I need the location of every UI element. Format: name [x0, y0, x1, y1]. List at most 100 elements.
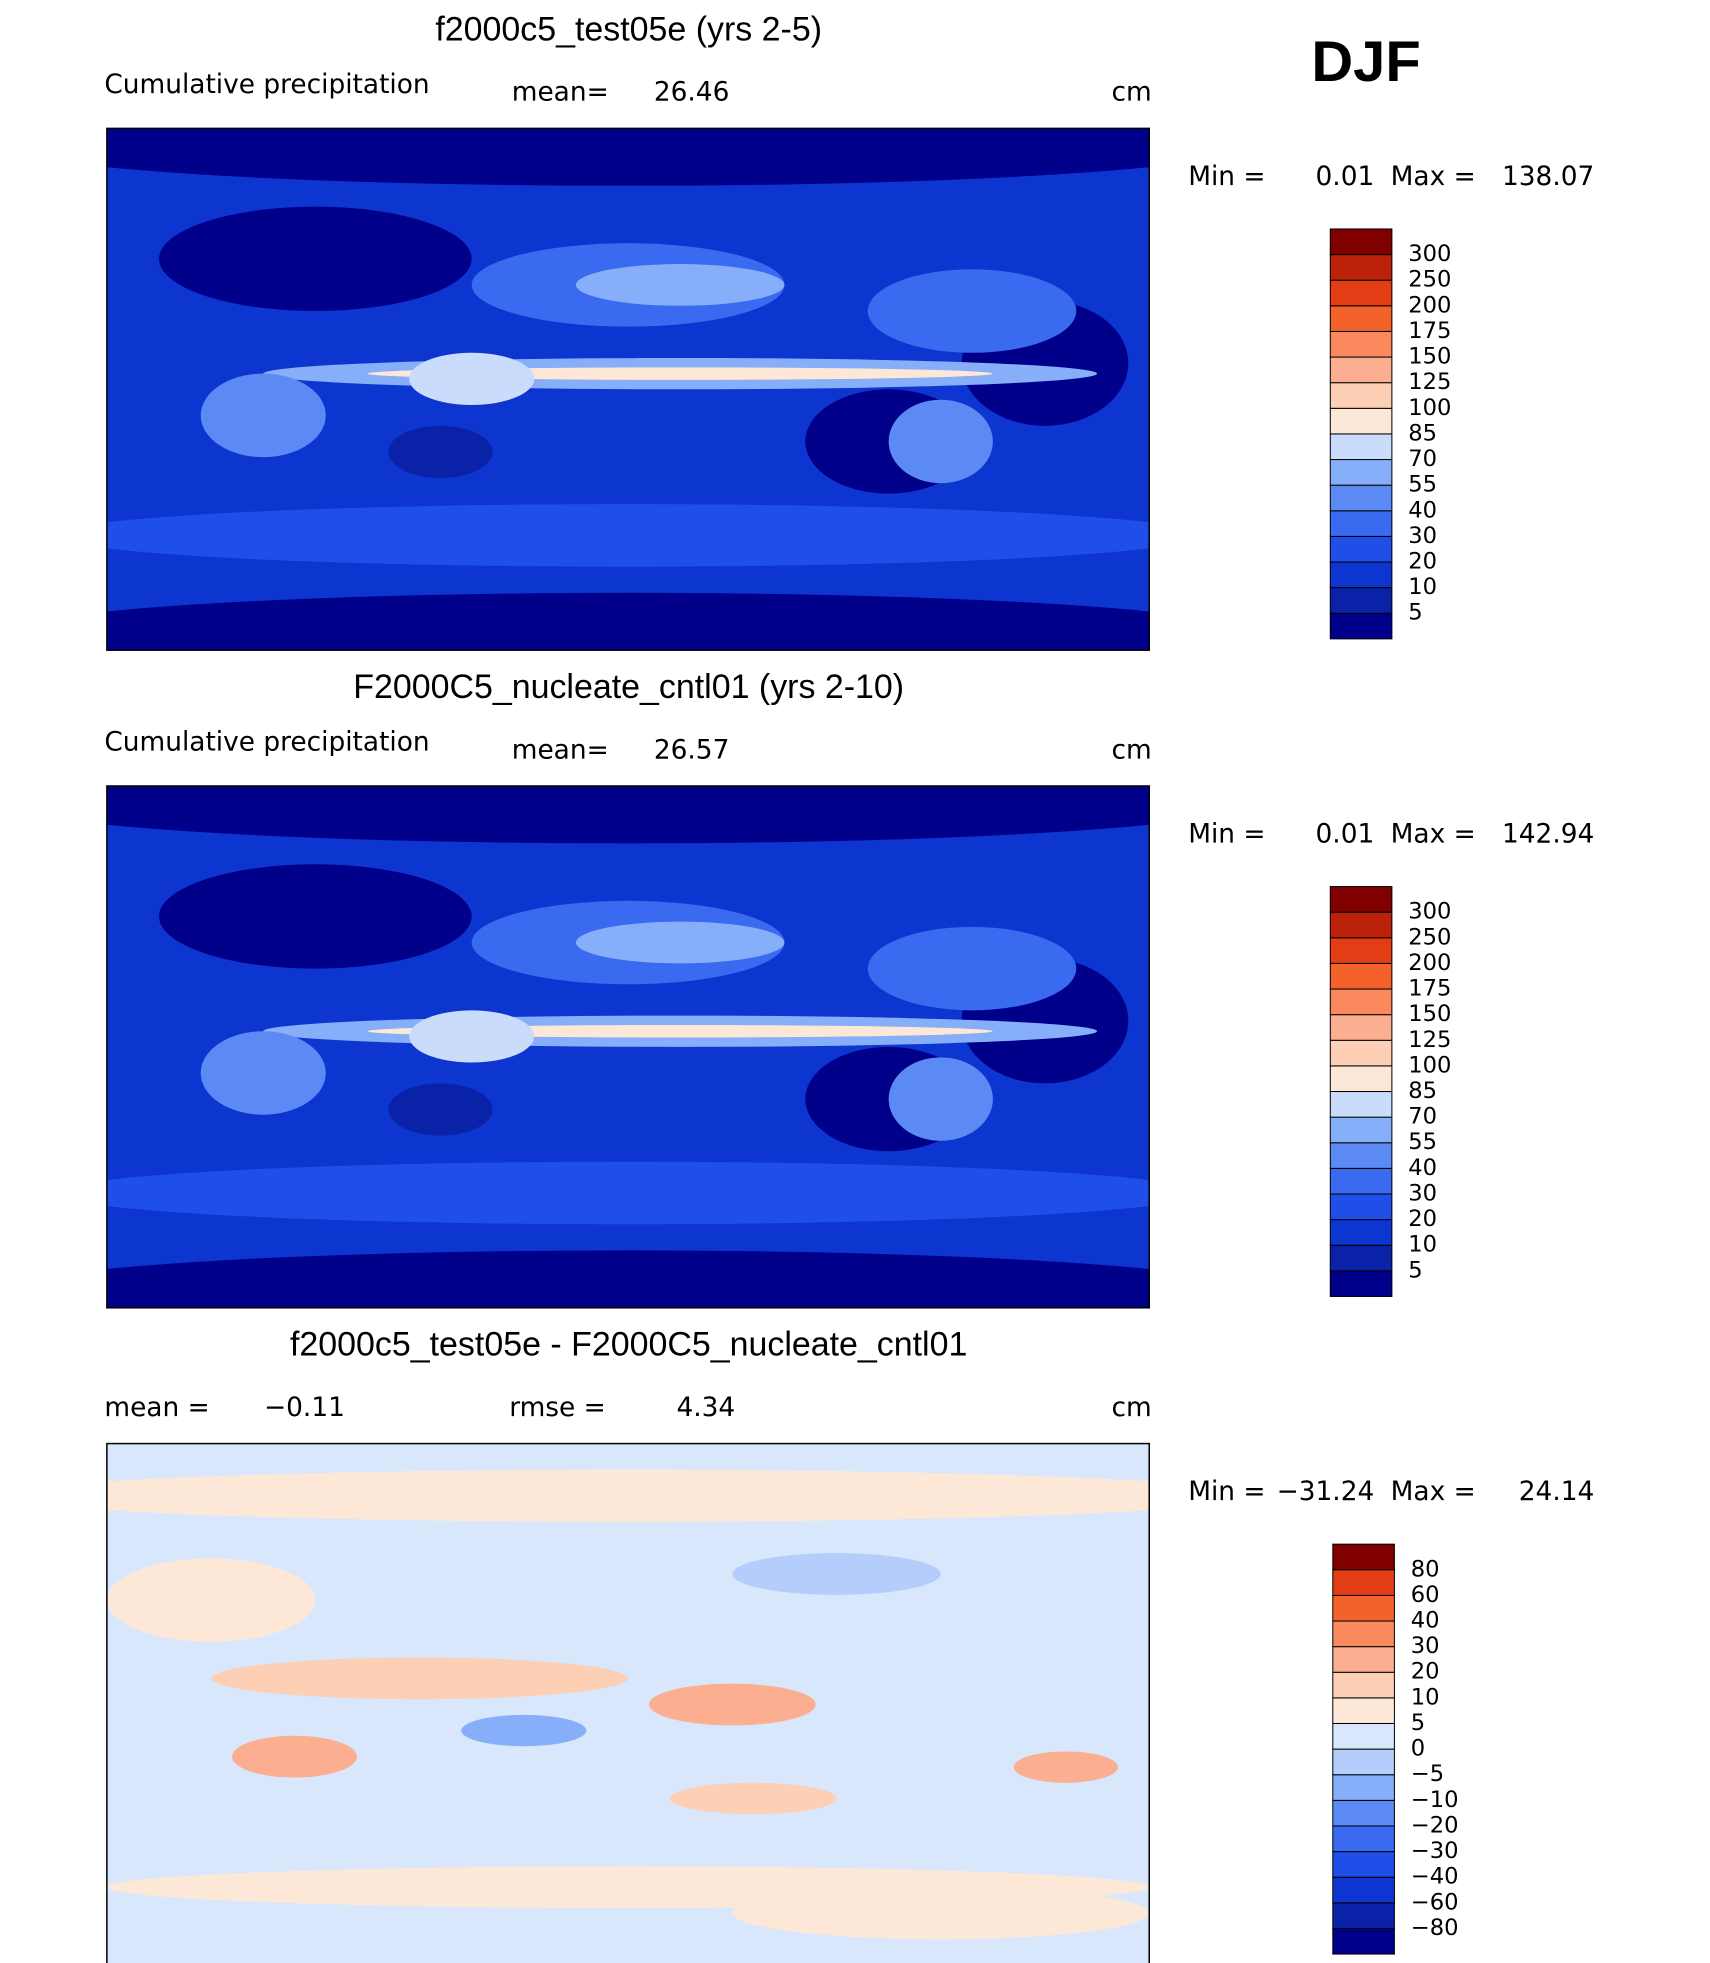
colorbar-box — [1329, 382, 1393, 409]
colorbar-box — [1329, 535, 1393, 563]
units-label: cm — [1112, 734, 1152, 765]
colorbar-label: 10 — [1411, 1684, 1440, 1710]
colorbar-label: 250 — [1408, 924, 1451, 950]
stat-label: mean= — [512, 734, 609, 765]
field-contour — [867, 926, 1077, 1011]
colorbar-label: 70 — [1408, 446, 1437, 472]
colorbar-label: 20 — [1408, 1206, 1437, 1232]
colorbar-box — [1329, 1014, 1393, 1041]
map-field — [106, 785, 1150, 1308]
colorbar-label: 150 — [1408, 1001, 1451, 1027]
field-contour — [158, 864, 472, 969]
colorbar-label: 175 — [1408, 318, 1451, 344]
colorbar-label: 20 — [1408, 549, 1437, 575]
colorbar-box — [1332, 1799, 1395, 1827]
colorbar-label: 100 — [1408, 395, 1451, 421]
variable-label: Cumulative precipitation — [104, 727, 429, 758]
colorbar-box — [1329, 1244, 1393, 1272]
field-contour — [158, 206, 472, 312]
colorbar-label: 55 — [1408, 1129, 1437, 1155]
min-value: −31.24 — [1277, 1476, 1375, 1507]
panel-title: F2000C5_nucleate_cntl01 (yrs 2-10) — [353, 668, 904, 706]
colorbar-label: 60 — [1411, 1582, 1440, 1608]
field-contour — [106, 1161, 1150, 1225]
colorbar-box — [1332, 1594, 1395, 1622]
colorbar-label: −10 — [1411, 1787, 1459, 1813]
colorbar-label: 300 — [1408, 241, 1451, 267]
colorbar-box — [1329, 484, 1393, 512]
field-contour — [575, 921, 785, 964]
field-contour — [409, 352, 535, 405]
colorbar-box — [1329, 254, 1393, 281]
colorbar-box — [1329, 962, 1393, 990]
colorbar-label: 200 — [1408, 292, 1451, 318]
colorbar-box — [1329, 356, 1393, 384]
panel-title: f2000c5_test05e (yrs 2-5) — [435, 11, 822, 49]
field-contour — [211, 1657, 629, 1700]
colorbar-label: 70 — [1408, 1104, 1437, 1130]
colorbar-label: 125 — [1408, 1027, 1451, 1053]
stat-label: mean = — [104, 1392, 209, 1423]
colorbar-label: −20 — [1411, 1812, 1459, 1838]
colorbar-box — [1332, 1927, 1395, 1955]
colorbar-label: 20 — [1411, 1659, 1440, 1685]
colorbar-box — [1329, 937, 1393, 964]
colorbar-box — [1329, 1039, 1393, 1067]
colorbar-label: 30 — [1408, 523, 1437, 549]
min-label: Min = — [1188, 1476, 1265, 1507]
colorbar-label: 150 — [1408, 344, 1451, 370]
colorbar-box — [1329, 1116, 1393, 1144]
min-label: Min = — [1188, 819, 1265, 850]
stat-value: −0.11 — [264, 1392, 345, 1423]
field-contour — [106, 1558, 316, 1642]
colorbar-box — [1329, 330, 1393, 358]
colorbar-box — [1329, 1091, 1393, 1118]
field-contour — [106, 1469, 1150, 1522]
field-contour — [409, 1010, 535, 1063]
colorbar-label: 5 — [1411, 1710, 1425, 1736]
colorbar-label: 100 — [1408, 1052, 1451, 1078]
colorbar-label: −30 — [1411, 1838, 1459, 1864]
colorbar-box — [1329, 1219, 1393, 1246]
variable-label: Cumulative precipitation — [104, 69, 429, 100]
field-contour — [106, 504, 1150, 567]
units-label: cm — [1112, 77, 1152, 108]
colorbar-label: 10 — [1408, 1232, 1437, 1258]
colorbar-label: 30 — [1408, 1180, 1437, 1206]
units-label: cm — [1112, 1392, 1152, 1423]
colorbar-box — [1329, 459, 1393, 486]
colorbar-box — [1332, 1569, 1395, 1596]
colorbar-label: 175 — [1408, 976, 1451, 1002]
field-contour — [888, 1057, 993, 1141]
colorbar-box — [1329, 510, 1393, 537]
colorbar-box — [1329, 886, 1393, 913]
colorbar-label: 85 — [1408, 1078, 1437, 1104]
field-contour — [575, 264, 785, 306]
colorbar-box — [1329, 1167, 1393, 1195]
min-label: Min = — [1188, 161, 1265, 192]
colorbar-box — [1329, 911, 1393, 939]
field-contour — [669, 1782, 837, 1815]
map-frame — [106, 127, 1150, 651]
max-label: Max = — [1391, 819, 1476, 850]
colorbar-label: 125 — [1408, 369, 1451, 395]
colorbar-label: 0 — [1411, 1736, 1425, 1762]
colorbar-label: 5 — [1408, 1257, 1422, 1283]
max-label: Max = — [1391, 1476, 1476, 1507]
colorbar-box — [1332, 1902, 1395, 1929]
colorbar-box — [1332, 1671, 1395, 1699]
colorbar-box — [1329, 279, 1393, 307]
colorbar-label: 300 — [1408, 899, 1451, 925]
field-contour — [200, 373, 326, 458]
colorbar-label: 80 — [1411, 1556, 1440, 1582]
colorbar-label: 40 — [1408, 497, 1437, 523]
season-label: DJF — [1311, 30, 1420, 94]
field-contour — [106, 128, 1150, 186]
stat-label: mean= — [512, 77, 609, 108]
colorbar-box — [1332, 1646, 1395, 1673]
field-contour — [231, 1735, 358, 1778]
colorbar-box — [1332, 1748, 1395, 1776]
colorbar-box — [1329, 561, 1393, 589]
